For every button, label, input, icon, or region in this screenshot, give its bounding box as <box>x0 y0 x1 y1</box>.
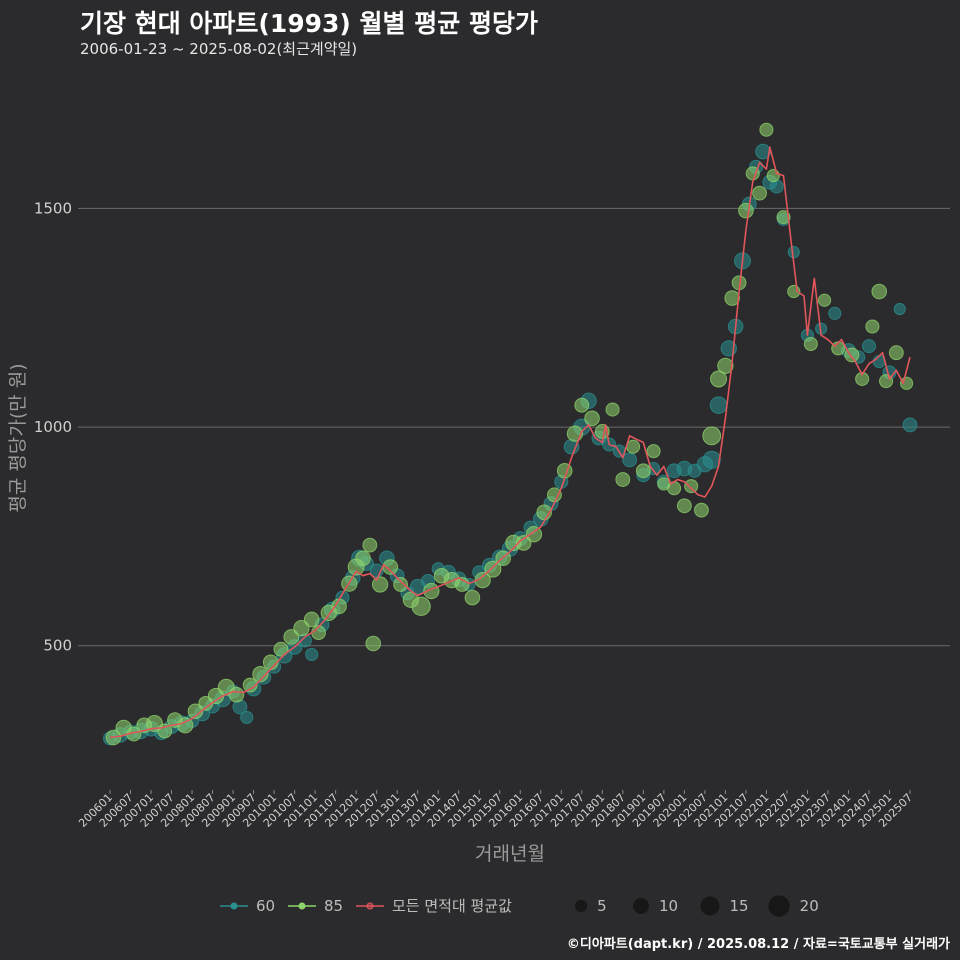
chart-title: 기장 현대 아파트(1993) 월별 평균 평당가 <box>80 9 538 38</box>
point-85-2017-07 <box>574 397 590 413</box>
data-points <box>102 122 918 746</box>
point-85-2023-02 <box>803 336 818 352</box>
point-85-2007-11 <box>177 717 194 734</box>
point-60-2018-09 <box>622 452 638 468</box>
size-legend-circle-20 <box>768 895 790 917</box>
size-legend-label-20: 20 <box>800 897 819 915</box>
point-85-2020-11 <box>710 370 728 388</box>
x-tick-labels: 2006012006072007012007072008012008072009… <box>76 790 915 830</box>
chart-subtitle: 2006-01-23 ~ 2025-08-02(최근계약일) <box>80 40 358 58</box>
point-85-2023-06 <box>817 293 832 307</box>
point-85-2015-02 <box>474 571 491 589</box>
y-tick-500: 500 <box>43 637 72 655</box>
point-85-2020-01 <box>676 498 692 514</box>
point-85-2022-03 <box>766 169 780 183</box>
point-85-2010-06 <box>283 629 299 645</box>
average-line-group <box>109 146 911 739</box>
point-60-2020-09 <box>702 450 721 469</box>
y-tick-1500: 1500 <box>34 199 72 217</box>
size-legend-label-10: 10 <box>659 897 678 915</box>
point-85-2024-10 <box>871 283 888 300</box>
point-85-2019-01 <box>635 463 651 479</box>
point-85-2020-09 <box>702 426 722 446</box>
point-85-2012-05 <box>362 537 378 553</box>
point-60-2022-09 <box>787 246 800 259</box>
point-85-2015-05 <box>484 560 502 578</box>
point-60-2025-07 <box>902 417 918 433</box>
point-85-2008-02 <box>187 703 204 720</box>
point-85-2011-08 <box>331 598 347 615</box>
point-60-2025-04 <box>893 302 906 316</box>
point-85-2010-03 <box>273 641 289 657</box>
point-60-2023-09 <box>828 306 842 320</box>
point-85-2022-06 <box>776 210 791 225</box>
point-85-2013-08 <box>411 596 431 617</box>
size-legend-circle-10 <box>633 898 649 914</box>
point-85-2017-10 <box>584 410 600 427</box>
point-85-2009-06 <box>242 677 258 693</box>
point-60-2024-07 <box>861 339 876 354</box>
point-60-2020-11 <box>709 396 728 415</box>
legend-label-0: 60 <box>256 897 275 915</box>
point-85-2019-04 <box>646 444 661 459</box>
point-85-2010-09 <box>293 620 310 637</box>
y-tick-labels: 500 1000 1500 <box>34 199 72 654</box>
point-60-2010-12 <box>305 647 319 662</box>
size-legend-label-5: 5 <box>597 897 607 915</box>
legend-key-dot-1 <box>298 902 306 910</box>
point-85-2016-11 <box>547 487 562 503</box>
point-85-2010-12 <box>303 611 320 628</box>
point-85-2009-09 <box>252 665 269 683</box>
point-85-2019-10 <box>667 481 682 496</box>
legend-key-dot-2 <box>366 902 374 910</box>
point-85-2020-03 <box>684 479 699 494</box>
point-85-2021-03 <box>724 290 741 306</box>
point-85-2020-06 <box>694 502 709 518</box>
point-85-2016-02 <box>515 535 532 551</box>
size-legend-label-15: 15 <box>729 897 748 915</box>
x-axis-title: 거래년월 <box>475 843 545 865</box>
grid-lines <box>78 207 950 647</box>
legend-label-2: 모든 면적대 평균값 <box>392 897 512 915</box>
point-85-2024-08 <box>865 319 880 334</box>
point-85-2012-06 <box>365 635 382 652</box>
point-85-2009-12 <box>262 654 279 671</box>
size-legend-circle-5 <box>574 899 588 913</box>
y-axis-title: 평균 평당가(만 원) <box>7 363 29 512</box>
point-85-2012-03 <box>355 550 371 567</box>
point-85-2021-07 <box>738 202 754 219</box>
point-85-2025-03 <box>888 345 904 361</box>
point-85-2013-02 <box>393 577 409 592</box>
point-85-2018-04 <box>605 402 620 417</box>
point-85-2016-05 <box>525 526 543 543</box>
point-85-2021-11 <box>752 185 767 201</box>
legend-label-1: 85 <box>324 897 343 915</box>
point-85-2022-01 <box>759 122 774 137</box>
point-85-2009-02 <box>228 686 245 703</box>
y-tick-1000: 1000 <box>34 418 72 436</box>
legend-key-dot-0 <box>230 902 238 910</box>
point-85-2024-05 <box>855 371 870 386</box>
legend: 60 85 모든 면적대 평균값 5 10 15 20 <box>220 895 819 917</box>
point-60-2009-05 <box>240 710 254 724</box>
source-caption: ©디아파트(dapt.kr) / 2025.08.12 / 자료=국토교통부 실… <box>566 937 950 952</box>
average-line <box>109 146 911 739</box>
point-85-2018-07 <box>615 472 631 487</box>
point-85-2021-01 <box>717 357 734 375</box>
point-85-2014-11 <box>464 589 481 606</box>
size-legend-circle-15 <box>700 896 720 916</box>
